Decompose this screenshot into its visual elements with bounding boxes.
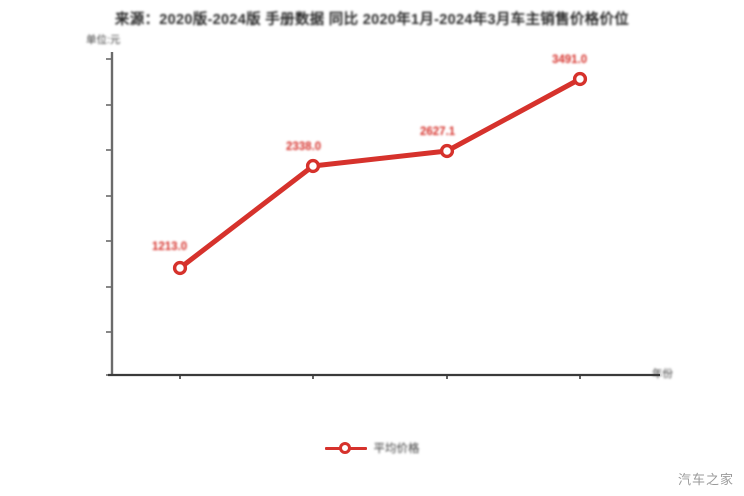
data-point-marker: [172, 260, 188, 276]
x-axis-ticks: [179, 375, 581, 379]
chart-title: 来源：2020版-2024版 手册数据 同比 2020年1月-2024年3月车主…: [114, 12, 630, 28]
y-axis-unit-label: 单位:元: [86, 34, 121, 46]
series-line-average-price: [177, 76, 583, 271]
data-label-point-4: 3491.0: [552, 54, 588, 66]
legend-marker-icon: [324, 441, 367, 455]
chart-legend: 平均价格: [0, 440, 744, 456]
x-axis-label: 年份: [652, 368, 673, 380]
data-point-marker: [439, 143, 455, 159]
data-label-point-2: 2338.0: [286, 141, 322, 153]
data-label-point-1: 1213.0: [152, 241, 188, 253]
series-markers: [172, 71, 588, 276]
data-label-point-3: 2627.1: [420, 126, 456, 138]
data-point-marker: [572, 71, 588, 87]
data-point-marker: [305, 158, 321, 174]
legend-label-average-price: 平均价格: [373, 443, 420, 455]
watermark-autohome: 汽车之家: [677, 472, 734, 487]
